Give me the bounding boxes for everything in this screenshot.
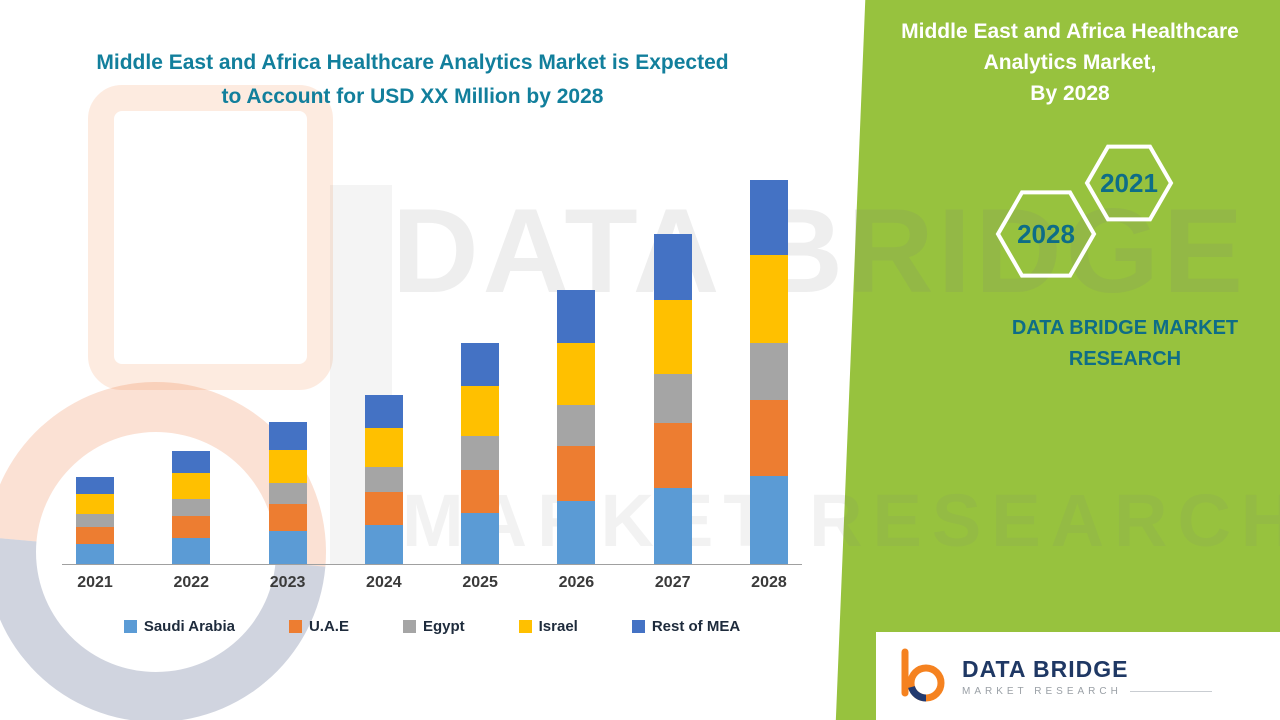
segment-rest-of-mea-2024 bbox=[364, 395, 403, 429]
logo-tagline-row: MARKET RESEARCH bbox=[962, 686, 1212, 697]
legend-swatch bbox=[518, 620, 532, 633]
segment-saudi-arabia-2025 bbox=[461, 512, 500, 564]
logo-tagline-rule bbox=[1129, 690, 1212, 692]
segment-u-a-e-2025 bbox=[461, 469, 500, 513]
bar-2022 bbox=[172, 450, 211, 564]
logo-brand-text: DATA BRIDGE bbox=[962, 655, 1129, 682]
hexagon-2021-label: 2021 bbox=[1100, 168, 1158, 198]
bar-2028 bbox=[749, 179, 788, 564]
segment-egypt-2021 bbox=[76, 513, 114, 527]
panel-title-line1: Middle East and Africa Healthcare bbox=[901, 20, 1239, 43]
legend-label: U.A.E bbox=[308, 618, 349, 635]
bar-2027 bbox=[653, 234, 692, 564]
legend-item-u-a-e: U.A.E bbox=[288, 618, 349, 635]
panel-brand-line1: DATA BRIDGE MARKET bbox=[1011, 317, 1239, 339]
logo-text-block: DATA BRIDGE MARKET RESEARCH bbox=[962, 656, 1212, 697]
legend-label: Egypt bbox=[422, 618, 465, 635]
x-label-2026: 2026 bbox=[558, 574, 595, 591]
panel-title-line3: By 2028 bbox=[1030, 82, 1110, 105]
panel-title-line2: Analytics Market, bbox=[983, 51, 1157, 74]
hexagon-2028-label: 2028 bbox=[1017, 219, 1075, 249]
legend-swatch bbox=[288, 620, 302, 633]
chart-title-line2: to Account for USD XX Million by 2028 bbox=[221, 85, 604, 108]
segment-israel-2022 bbox=[172, 472, 211, 499]
x-label-2025: 2025 bbox=[462, 574, 498, 591]
legend-label: Israel bbox=[538, 618, 578, 635]
legend-label: Saudi Arabia bbox=[143, 618, 235, 635]
x-axis-labels: 2021 2022 2023 2024 2025 2026 2027 2028 bbox=[62, 574, 802, 592]
segment-rest-of-mea-2025 bbox=[461, 342, 500, 387]
chart-title-line1: Middle East and Africa Healthcare Analyt… bbox=[96, 51, 729, 74]
x-label-2024: 2024 bbox=[366, 574, 402, 591]
segment-egypt-2026 bbox=[557, 405, 596, 447]
segment-israel-2028 bbox=[749, 255, 788, 343]
segment-saudi-arabia-2027 bbox=[653, 487, 692, 564]
segment-egypt-2024 bbox=[364, 466, 403, 492]
legend-swatch bbox=[402, 620, 416, 633]
segment-saudi-arabia-2023 bbox=[268, 530, 307, 564]
segment-egypt-2022 bbox=[172, 498, 211, 516]
legend-item-rest-of-mea: Rest of MEA bbox=[631, 618, 741, 635]
bar-2025 bbox=[461, 342, 500, 564]
segment-u-a-e-2026 bbox=[557, 446, 596, 501]
segment-u-a-e-2027 bbox=[653, 423, 692, 488]
bar-2023 bbox=[268, 422, 307, 564]
x-label-2027: 2027 bbox=[654, 574, 691, 591]
segment-rest-of-mea-2022 bbox=[172, 450, 211, 473]
chart-legend: Saudi Arabia U.A.E Egypt Israel Rest of MEA bbox=[62, 618, 802, 635]
segment-u-a-e-2023 bbox=[268, 503, 307, 531]
x-label-2028: 2028 bbox=[751, 574, 787, 591]
legend-item-egypt: Egypt bbox=[402, 618, 465, 635]
panel-brand-line2: RESEARCH bbox=[1068, 348, 1182, 370]
hexagon-2021 bbox=[1084, 144, 1174, 222]
segment-rest-of-mea-2023 bbox=[268, 422, 307, 451]
segment-u-a-e-2028 bbox=[749, 400, 788, 476]
segment-saudi-arabia-2021 bbox=[76, 543, 114, 564]
legend-item-saudi-arabia: Saudi Arabia bbox=[123, 618, 235, 635]
segment-u-a-e-2024 bbox=[364, 491, 403, 525]
x-label-2023: 2023 bbox=[269, 574, 306, 591]
legend-swatch bbox=[631, 620, 645, 633]
panel-brand-text: DATA BRIDGE MARKET RESEARCH bbox=[960, 313, 1280, 375]
chart-title: Middle East and Africa Healthcare Analyt… bbox=[55, 46, 770, 114]
segment-egypt-2025 bbox=[461, 436, 500, 470]
segment-israel-2027 bbox=[653, 299, 692, 375]
bar-2024 bbox=[364, 395, 403, 564]
year-hexagons: 2028 2021 bbox=[995, 144, 1174, 278]
x-label-2021: 2021 bbox=[77, 574, 113, 591]
segment-saudi-arabia-2022 bbox=[172, 537, 211, 564]
segment-rest-of-mea-2028 bbox=[749, 179, 788, 256]
segment-u-a-e-2021 bbox=[76, 526, 114, 544]
segment-egypt-2028 bbox=[749, 342, 788, 401]
logo-box: DATA BRIDGE MARKET RESEARCH bbox=[876, 632, 1280, 720]
bar-2026 bbox=[557, 289, 596, 564]
segment-saudi-arabia-2026 bbox=[557, 500, 596, 564]
segment-israel-2026 bbox=[557, 342, 596, 406]
bar-2021 bbox=[76, 476, 114, 564]
segment-egypt-2027 bbox=[653, 374, 692, 424]
segment-u-a-e-2022 bbox=[172, 515, 211, 538]
segment-saudi-arabia-2028 bbox=[749, 475, 788, 564]
segment-israel-2021 bbox=[76, 493, 114, 514]
x-label-2022: 2022 bbox=[173, 574, 210, 591]
segment-israel-2024 bbox=[364, 428, 403, 467]
stacked-bar-plot bbox=[62, 179, 802, 565]
legend-label: Rest of MEA bbox=[651, 618, 741, 635]
segment-israel-2025 bbox=[461, 386, 500, 437]
segment-israel-2023 bbox=[268, 450, 307, 483]
segment-rest-of-mea-2027 bbox=[653, 234, 692, 300]
hexagon-2028 bbox=[995, 190, 1097, 278]
logo-tagline-text: MARKET RESEARCH bbox=[962, 685, 1122, 697]
legend-item-israel: Israel bbox=[518, 618, 578, 635]
segment-saudi-arabia-2024 bbox=[364, 524, 403, 564]
legend-swatch bbox=[123, 620, 137, 633]
segment-rest-of-mea-2021 bbox=[76, 476, 114, 494]
segment-rest-of-mea-2026 bbox=[557, 289, 596, 343]
segment-egypt-2023 bbox=[268, 482, 307, 504]
databridge-logo-icon bbox=[901, 648, 945, 702]
panel-title: Middle East and Africa Healthcare Analyt… bbox=[880, 16, 1260, 109]
